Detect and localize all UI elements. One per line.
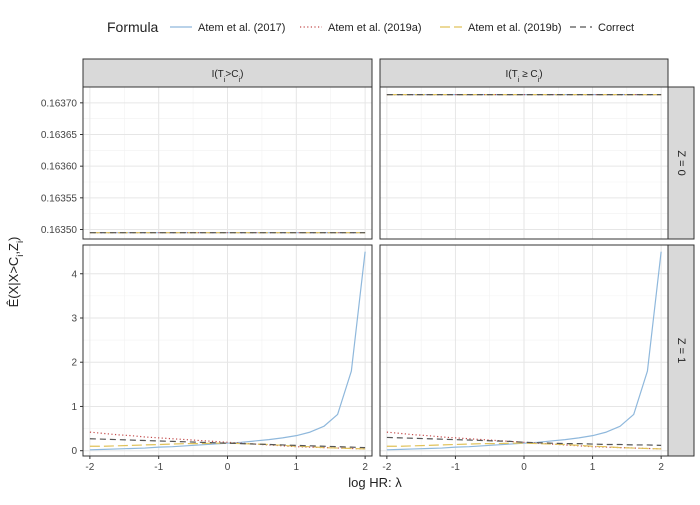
y-tick-label: 1: [71, 402, 77, 413]
subscript: i: [518, 75, 520, 84]
panels: 0.16350 0.16355 0.16360 0.16365 0.16370 0 1 2 3 4…: [41, 86, 669, 473]
column-strip: [82, 58, 373, 88]
subscript: i: [238, 75, 240, 84]
series-line: [386, 251, 662, 451]
x-tick-label: -2: [85, 462, 94, 473]
x-tick-label: -2: [382, 462, 391, 473]
subscript: i: [15, 255, 25, 257]
text-part: I(T: [505, 69, 517, 80]
y-tick-label: 0.16350: [41, 225, 78, 236]
series-line: [386, 442, 662, 450]
panel: [379, 86, 669, 240]
y-tick-label: 4: [71, 269, 77, 280]
legend: Formula Atem et al. (2017) Atem et al. (2…: [107, 19, 634, 35]
subscript: i: [538, 75, 540, 84]
y-tick-label: 0.16355: [41, 193, 78, 204]
y-tick-label: 0: [71, 446, 77, 457]
series-line: [89, 251, 366, 451]
legend-label: Atem et al. (2019b): [468, 22, 562, 34]
text-part: ,Z: [6, 243, 21, 255]
text-part: ): [240, 69, 243, 80]
series-line: [386, 436, 662, 446]
column-strip-label: I(Ti ≥ Ci): [505, 69, 542, 84]
x-tick-label: 0: [521, 462, 527, 473]
legend-label: Atem et al. (2019a): [328, 22, 422, 34]
column-strip-label: I(Ti>Ci): [212, 69, 244, 84]
legend-item: Atem et al. (2019a): [300, 22, 422, 34]
text-part: >C: [225, 69, 238, 80]
x-tick-label: -1: [451, 462, 460, 473]
legend-item: Atem et al. (2019b): [440, 22, 562, 34]
x-tick-label: 2: [658, 462, 664, 473]
legend-label: Atem et al. (2017): [198, 22, 285, 34]
legend-item: Correct: [570, 22, 634, 34]
column-strip: [379, 58, 669, 88]
row-strip-label: Z = 0: [675, 150, 687, 175]
y-tick-label: 0.16365: [41, 130, 78, 141]
x-tick-label: -1: [154, 462, 163, 473]
text-part: ≥ C: [519, 69, 537, 80]
x-tick-label: 0: [225, 462, 231, 473]
text-part: Ê(X|X>C: [6, 257, 21, 308]
legend-title: Formula: [107, 19, 159, 35]
panel: 0 1 2 3 4 -2 -1 0 1 2: [71, 244, 373, 473]
x-axis-label: log HR: λ: [348, 475, 402, 490]
text-part: I(T: [212, 69, 224, 80]
y-axis-label: Ê(X|X>Ci,Zi): [6, 237, 25, 308]
y-tick-label: 0.16370: [41, 98, 78, 109]
row-strip: [667, 244, 695, 457]
x-tick-label: 2: [362, 462, 368, 473]
y-tick-label: 0.16360: [41, 162, 78, 173]
series-line: [89, 438, 366, 449]
series-line: [386, 431, 662, 450]
x-tick-label: 1: [590, 462, 596, 473]
panel: -2 -1 0 1 2: [379, 244, 669, 473]
row-strip-label: Z = 1: [675, 338, 687, 363]
legend-label: Correct: [598, 22, 634, 34]
row-strip: [667, 86, 695, 240]
subscript: i: [224, 75, 226, 84]
x-tick-label: 1: [294, 462, 300, 473]
y-tick-label: 3: [71, 313, 77, 324]
panel: 0.16350 0.16355 0.16360 0.16365 0.16370: [41, 86, 373, 240]
facet-strips: I(Ti>Ci) I(Ti ≥ Ci)Z = 0Z = 1: [82, 58, 695, 457]
text-part: ): [539, 69, 542, 80]
subscript: i: [15, 241, 25, 243]
legend-item: Atem et al. (2017): [170, 22, 285, 34]
y-tick-label: 2: [71, 358, 77, 369]
axis-labels: log HR: λ Ê(X|X>Ci,Zi): [6, 237, 402, 490]
series-line: [89, 442, 366, 450]
text-part: ): [6, 237, 21, 241]
